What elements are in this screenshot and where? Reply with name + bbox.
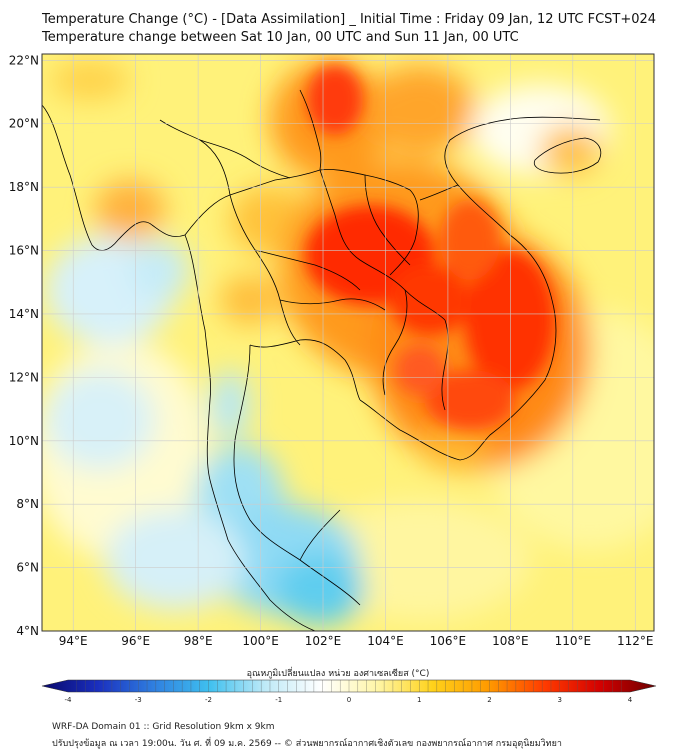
lon-tick-label: 98°E: [184, 634, 213, 648]
map-frame: [41, 53, 655, 632]
lat-tick-label: 10°N: [9, 434, 39, 448]
lat-tick-label: 14°N: [9, 307, 39, 321]
colorbar-tick-label: 2: [487, 696, 491, 704]
lat-tick-label: 22°N: [9, 53, 39, 67]
latitude-labels: 22°N 20°N 18°N 16°N 14°N 12°N 10°N 8°N 6°N 4°N: [9, 53, 39, 638]
chart-subtitle: Temperature change between Sat 10 Jan, 0…: [42, 30, 519, 45]
lon-tick-label: 102°E: [305, 634, 342, 648]
lon-tick-label: 104°E: [367, 634, 404, 648]
colorbar-tick-label: -4: [65, 696, 73, 704]
colorbar-tick-label: -2: [205, 696, 212, 704]
chart-title: Temperature Change (°C) - [Data Assimila…: [42, 12, 657, 27]
footer-model-info: WRF-DA Domain 01 :: Grid Resolution 9km …: [52, 722, 275, 732]
colorbar-tick-label: 1: [417, 696, 421, 704]
colorbar-tick-label: -3: [135, 696, 142, 704]
colorbar: -4 -3 -2 -1 0 1 2 3 4: [41, 679, 657, 704]
lat-tick-label: 4°N: [16, 624, 39, 638]
temperature-field: [42, 54, 654, 631]
lon-tick-label: 108°E: [492, 634, 529, 648]
lat-tick-label: 12°N: [9, 370, 39, 384]
graticule: [42, 54, 654, 631]
colorbar-tick-label: 3: [558, 696, 562, 704]
lon-tick-label: 110°E: [555, 634, 592, 648]
lat-tick-label: 8°N: [16, 497, 39, 511]
colorbar-tick-label: 4: [628, 696, 633, 704]
footer-credit: ปรับปรุงข้อมูล ณ เวลา 19:00น. วัน ศ. ที่…: [52, 739, 562, 749]
colorbar-tick-label: -1: [275, 696, 282, 704]
lon-tick-label: 96°E: [121, 634, 150, 648]
lon-tick-label: 94°E: [59, 634, 88, 648]
lat-tick-label: 20°N: [9, 117, 39, 131]
lon-tick-label: 100°E: [242, 634, 279, 648]
lon-tick-label: 112°E: [617, 634, 654, 648]
longitude-labels: 94°E 96°E 98°E 100°E 102°E 104°E 106°E 108°E 110…: [59, 634, 654, 648]
lon-tick-label: 106°E: [430, 634, 467, 648]
lat-tick-label: 18°N: [9, 180, 39, 194]
lat-tick-label: 6°N: [16, 561, 39, 575]
colorbar-label: อุณหภูมิเปลี่ยนแปลง หน่วย องศาเซลเซียส (…: [246, 669, 430, 679]
lat-tick-label: 16°N: [9, 244, 39, 258]
colorbar-tick-label: 0: [347, 696, 351, 704]
